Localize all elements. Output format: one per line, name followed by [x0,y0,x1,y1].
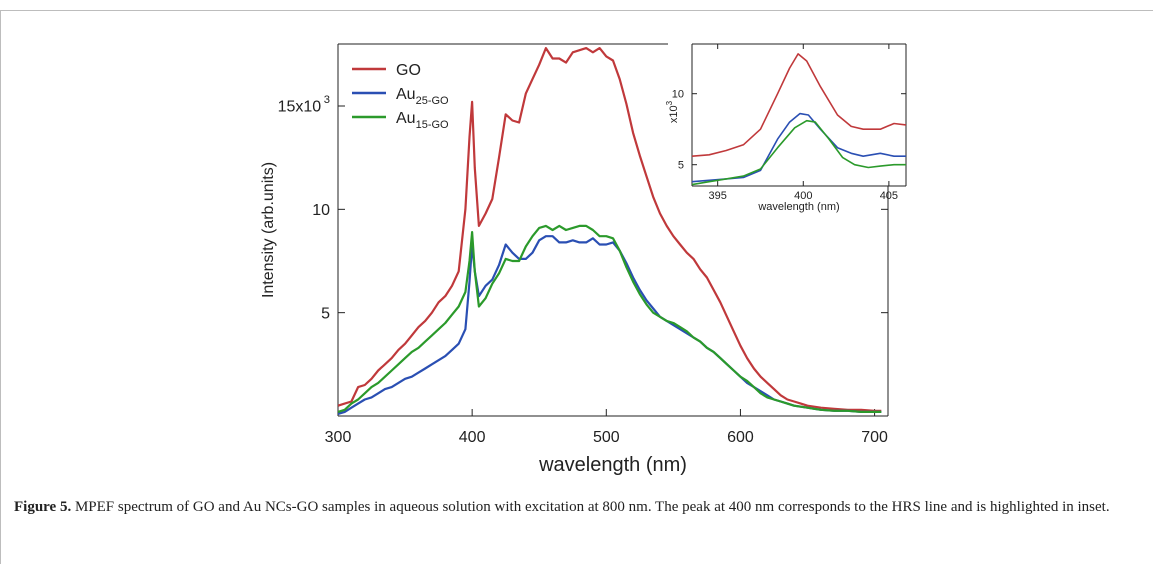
inset-plot: 395 400 405 5 10 wavelength (nm) x103 [665,43,907,213]
inset-y-tick-label-5: 5 [678,160,684,172]
main-y-tick-label-10000: 10 [312,202,330,219]
inset-series-line-go [692,53,906,157]
main-x-tick-label-600: 600 [727,429,754,446]
legend-label-au15-go: Au15-GO [396,110,449,131]
inset-x-tick-label-400: 400 [794,190,812,202]
caption-label: Figure 5. [14,499,72,515]
main-x-tick-label-700: 700 [861,429,888,446]
page-border-top [0,10,1153,11]
figure-5-chart: 300 400 500 600 700 5 10 15x10 3 wavelength (nm) I… [260,43,907,476]
main-x-tick-label-300: 300 [325,429,352,446]
main-series-line-go [338,46,882,412]
inset-y-axis-label: x103 [665,100,680,123]
caption-text: MPEF spectrum of GO and Au NCs-GO sample… [71,499,1110,515]
inset-series-line-au15-go [692,119,906,186]
figure-caption: Figure 5. MPEF spectrum of GO and Au NCs… [14,498,1134,517]
main-x-axis-label: wavelength (nm) [538,454,687,476]
main-x-tick-label-500: 500 [593,429,620,446]
page-border-left [0,10,1,564]
inset-x-tick-label-405: 405 [880,190,898,202]
main-y-tick-label-5000: 5 [321,305,330,322]
main-series-line-au25-go [338,235,882,415]
main-x-tick-label-400: 400 [459,429,486,446]
legend-label-go: GO [396,62,421,79]
legend-label-au25-go: Au25-GO [396,86,449,107]
main-series-line-au15-go [338,224,882,413]
main-plot: 300 400 500 600 700 5 10 15x10 3 wavelength (nm) I… [260,43,889,476]
inset-x-axis-label: wavelength (nm) [757,201,839,213]
inset-y-tick-label-10: 10 [672,89,684,101]
main-y-exponent: 3 [324,94,330,106]
main-y-axis-label: Intensity (arb.units) [260,162,277,298]
inset-x-tick-label-395: 395 [709,190,727,202]
main-y-tick-label-15000: 15x10 [278,99,322,116]
